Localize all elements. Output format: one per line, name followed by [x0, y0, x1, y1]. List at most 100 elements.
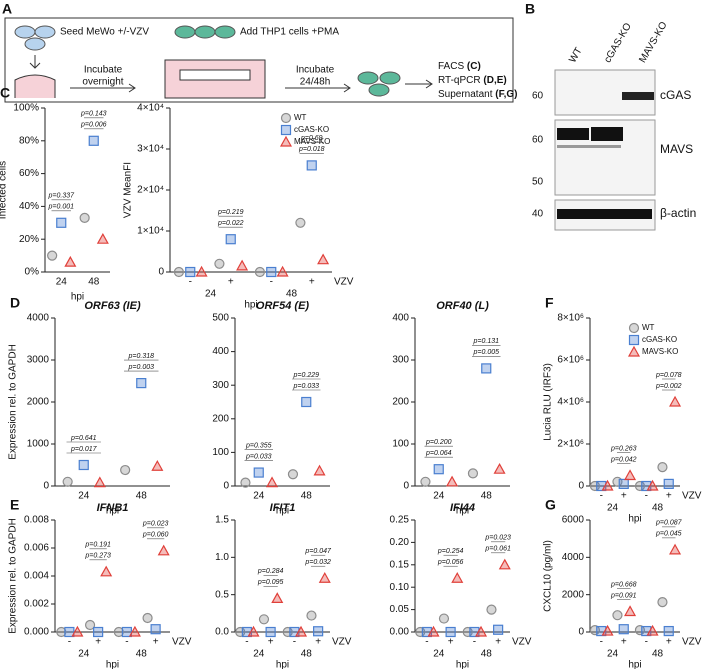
x-axis-label: hpi [628, 660, 641, 669]
chart-title: IFI44 [450, 502, 475, 514]
p-value: p=0.005 [473, 349, 500, 356]
data-point [120, 464, 131, 476]
y-tick-label: 0 [578, 481, 584, 492]
data-point [265, 626, 276, 638]
y-axis-label: Infected cells [0, 161, 9, 219]
p-value: p=0.668 [610, 581, 637, 588]
data-point [601, 624, 614, 636]
mw-marker: 40 [532, 209, 544, 220]
p-value: p=0.200 [425, 439, 452, 446]
y-tick-label: 40% [19, 201, 39, 212]
p-value: p=0.047 [304, 548, 332, 555]
y-tick-label: 3×10⁴ [137, 144, 164, 155]
group-label: 24 [78, 649, 90, 660]
group-label: 24 [607, 503, 619, 514]
data-point [150, 624, 161, 635]
y-tick-label: 0.05 [390, 604, 410, 615]
group-label: 48 [301, 649, 313, 660]
treatment-label: VZV [682, 637, 702, 648]
legend-label: MAVS-KO [642, 347, 678, 356]
x-tick-label: - [645, 491, 648, 502]
data-point [433, 464, 444, 475]
y-tick-label: 400 [392, 313, 409, 324]
insert [179, 69, 251, 81]
group-label: 24 [433, 649, 445, 660]
data-point [100, 565, 113, 577]
step-text: Incubate [296, 65, 335, 76]
x-tick-label: + [621, 491, 627, 502]
data-point [493, 462, 506, 474]
x-tick-label: + [268, 637, 274, 648]
mw-marker: 60 [532, 91, 544, 102]
x-tick-label: 48 [301, 491, 313, 502]
data-point [624, 469, 637, 481]
cell [34, 25, 56, 39]
group-label: 48 [652, 649, 664, 660]
cell [368, 83, 390, 97]
y-tick-label: 300 [212, 380, 229, 391]
group-label: 48 [136, 649, 148, 660]
y-axis-label: Expression rel. to GAPDH [8, 518, 19, 634]
x-tick-label: 24 [433, 491, 445, 502]
x-tick-label: - [473, 637, 476, 648]
data-point [295, 625, 308, 637]
data-point [596, 480, 607, 492]
y-tick-label: 0.15 [390, 559, 410, 570]
mw-marker: 50 [532, 177, 544, 188]
y-tick-label: 0.004 [24, 571, 49, 582]
data-point [624, 605, 637, 617]
arrow [405, 79, 433, 89]
y-tick-label: 0.25 [390, 515, 410, 526]
p-value: p=0.273 [84, 553, 111, 560]
y-tick-label: 6×10⁶ [557, 355, 584, 366]
data-point [601, 479, 614, 491]
data-point [84, 619, 96, 631]
data-point [128, 625, 141, 637]
group-label: 48 [286, 289, 298, 300]
protein-label: MAVS [660, 142, 693, 156]
data-point [71, 625, 84, 637]
band [557, 128, 589, 140]
data-point [451, 572, 464, 583]
band [557, 209, 652, 219]
p-value: p=0.006 [80, 122, 107, 129]
p-value: p=0.087 [655, 520, 683, 527]
band [557, 145, 621, 148]
data-point [313, 464, 326, 476]
y-tick-label: 0.000 [24, 627, 49, 638]
data-point [498, 558, 511, 570]
data-point [88, 135, 99, 146]
p-value: p=0.318 [128, 353, 155, 360]
treatment-label: VZV [332, 637, 352, 648]
readout-panels: (F,G) [495, 89, 517, 100]
data-point [427, 625, 440, 637]
data-point [663, 478, 674, 489]
mw-marker: 60 [532, 135, 544, 146]
y-tick-label: 2000 [27, 397, 50, 408]
p-value: p=0.033 [293, 383, 320, 390]
y-tick-label: 4×10⁴ [137, 103, 164, 114]
data-point [240, 477, 251, 488]
y-axis-label: VZV MeanFI [123, 162, 134, 218]
band [591, 127, 623, 141]
chart-title: ORF63 (IE) [84, 300, 141, 312]
treatment-label: VZV [682, 491, 702, 502]
data-point [142, 612, 153, 624]
p-value: p=0.023 [142, 521, 169, 528]
data-point [121, 626, 132, 638]
y-tick-label: 100% [13, 103, 39, 114]
x-tick-label: + [495, 637, 501, 648]
p-value: p=0.064 [425, 450, 452, 457]
p-value: p=0.143 [80, 111, 107, 118]
data-point [258, 614, 270, 625]
y-tick-label: 1.0 [215, 552, 229, 563]
treatment-label: VZV [512, 637, 532, 648]
x-axis-label: hpi [244, 300, 257, 311]
panel-letter: E [10, 497, 19, 513]
schematic: A Seed MeWo +/-VZV Incubate overnight Ad… [2, 1, 518, 103]
x-axis-label: hpi [276, 506, 289, 517]
step-text: Add THP1 cells +PMA [240, 27, 339, 38]
y-tick-label: 2×10⁶ [557, 439, 584, 450]
cell [194, 25, 216, 39]
y-tick-label: 500 [212, 313, 229, 324]
